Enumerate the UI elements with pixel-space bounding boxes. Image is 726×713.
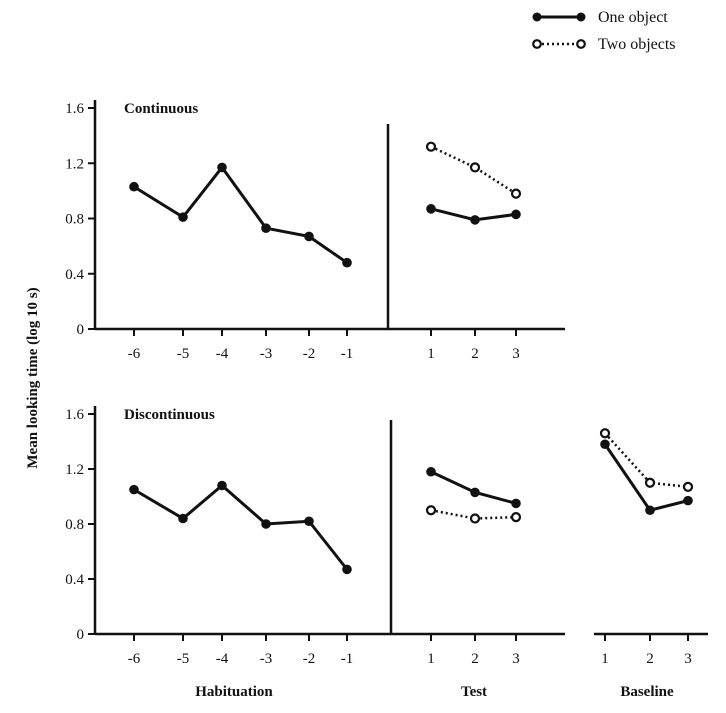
panel-2-test-one-object-point [426, 466, 436, 477]
panel-2-y-tick-label: 0 [77, 627, 85, 643]
panel-1-habituation-point [304, 231, 314, 242]
panel-2-x-tick-label: 2 [471, 651, 479, 667]
panel-2-habituation-point [217, 480, 227, 491]
panel-1-habituation-point [129, 181, 139, 192]
panel-2-x-tick-label: -6 [128, 651, 141, 667]
panel-1-x-tick-label: -2 [303, 346, 316, 362]
panel-1-test-two-objects-point [510, 188, 522, 199]
panel-1-habituation-line [133, 164, 348, 264]
legend-marker-one-object [532, 12, 542, 22]
panel-1-label: Continuous [124, 101, 198, 117]
panel-2-x-tick-label: -2 [303, 651, 316, 667]
panel-1-x-tick-label: -5 [177, 346, 190, 362]
panel-2-test-one-object-point [470, 487, 480, 498]
panel-2-x-tick-label: 1 [427, 651, 435, 667]
panel-2-habituation-point [129, 484, 139, 495]
panel-2-baseline-two-objects-point [682, 481, 694, 492]
panel-1-habituation-point [261, 223, 271, 233]
panel-2-x-tick-label: 3 [512, 651, 520, 667]
panel-2-y-tick-label: 0.8 [65, 517, 84, 533]
y-axis-title: Mean looking time (log 10 s) [25, 287, 41, 468]
panel-2-test-two-objects-point [469, 513, 481, 524]
panel-1-test-two-objects-point [425, 141, 437, 152]
legend-marker-one-object [576, 12, 586, 22]
x-axis-title-habituation: Habituation [195, 684, 273, 700]
panel-2-baseline-one-object-point [683, 495, 693, 506]
panel-2-habituation-point [304, 516, 314, 527]
panel-2-x-tick-label: -3 [260, 651, 273, 667]
panel-1-test-one-object-point [511, 209, 521, 220]
legend-marker-two-objects [576, 39, 586, 49]
panel-2-x-tick-label: -5 [177, 651, 190, 667]
panel-2-habituation-point [261, 519, 271, 529]
panel-2-habituation-line [133, 483, 349, 571]
x-axis-title-test: Test [461, 684, 487, 700]
legend: One object Two objects [532, 9, 676, 53]
panel-2-baseline-x-tick-label: 2 [646, 651, 654, 667]
panel-2-x-tick-label: -4 [216, 651, 229, 667]
panel-2-x-tick-label: -1 [341, 651, 354, 667]
panel-1-y-tick-label: 1.6 [65, 101, 84, 117]
panel-2-y-tick-label: 1.2 [65, 462, 84, 478]
panel-2-baseline-x-tick-label: 1 [601, 651, 609, 667]
panel-1-habituation-point [342, 257, 352, 268]
panel-1-x-tick-label: -6 [128, 346, 141, 362]
panel-2-baseline-two-objects-point [599, 428, 611, 439]
legend-label-one-object: One object [598, 9, 668, 26]
panel-2-y-tick-label: 1.6 [65, 407, 84, 423]
panel-1-test-one-object-point [470, 215, 480, 225]
panel-1-habituation-point [217, 162, 227, 173]
panel-2-baseline-two-objects-point [644, 477, 656, 488]
panel-1-test-two-objects-line [430, 145, 517, 195]
panel-1-test-two-objects-point [469, 162, 481, 173]
panel-1-habituation-point [178, 212, 188, 222]
panel-2-habituation-point [178, 513, 188, 524]
panel-2-y-tick-label: 0.4 [65, 572, 84, 588]
panel-2-baseline-one-object-point [645, 505, 655, 516]
panel-2-test-one-object-point [511, 498, 521, 509]
panel-2-habituation-point [342, 564, 352, 575]
panel-1-y-tick-label: 0.4 [65, 267, 84, 283]
legend-marker-two-objects [532, 39, 542, 49]
panel-1-x-tick-label: -4 [216, 346, 229, 362]
panel-2-baseline-x-tick-label: 3 [684, 651, 692, 667]
panel-2-label: Discontinuous [124, 407, 215, 423]
panel-2-test-one-object-line [430, 470, 517, 505]
panel-1-x-tick-label: 1 [427, 346, 435, 362]
panel-2-baseline-one-object-point [600, 439, 610, 450]
panel-1-x-tick-label: -3 [260, 346, 273, 362]
x-axis-title-baseline: Baseline [620, 684, 674, 700]
panel-1-y-tick-label: 0.8 [65, 212, 84, 228]
panel-2-test-two-objects-point [425, 505, 437, 516]
panel-1-x-tick-label: 2 [471, 346, 479, 362]
panel-2-test-two-objects-point [510, 512, 522, 523]
panel-1-test-one-object-point [426, 204, 436, 214]
panel-1-x-tick-label: -1 [341, 346, 354, 362]
panel-1-y-tick-label: 0 [77, 322, 85, 338]
panel-1-x-tick-label: 3 [512, 346, 520, 362]
panel-1-y-tick-label: 1.2 [65, 156, 84, 172]
legend-label-two-objects: Two objects [598, 36, 676, 53]
